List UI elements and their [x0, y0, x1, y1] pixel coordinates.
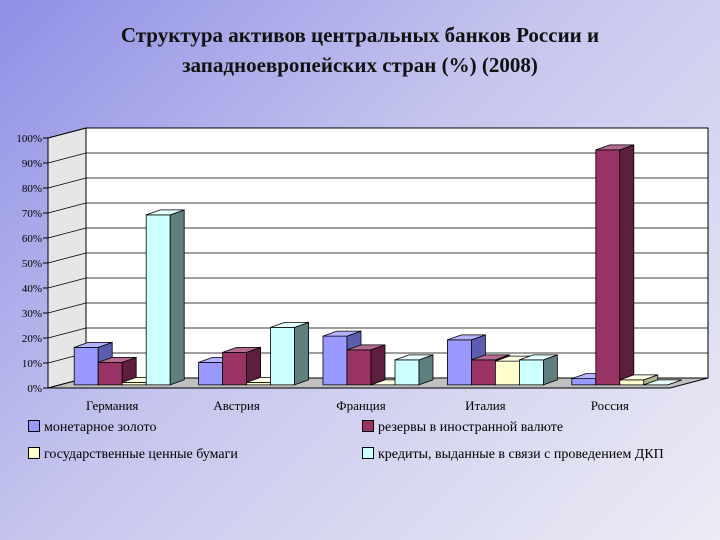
- y-tick-label: 100%: [16, 133, 42, 145]
- slide-title-line-2: западноевропейских стран (%) (2008): [182, 53, 538, 77]
- legend-swatch-credits: [362, 447, 374, 460]
- y-tick-label: 10%: [22, 358, 42, 370]
- y-tick-label: 50%: [22, 258, 42, 270]
- gridline: [47, 202, 708, 214]
- legend-swatch-reserves: [362, 420, 374, 433]
- bar-side: [294, 321, 310, 386]
- bar-top: [643, 379, 682, 386]
- legend-item-credits: кредиты, выданные в связи с проведением …: [362, 447, 664, 463]
- bar-side: [169, 209, 185, 386]
- gridline: [47, 177, 708, 189]
- legend-label-reserves: резервы в иностранной валюте: [378, 420, 564, 435]
- bar-top: [471, 354, 510, 361]
- bar-top: [346, 344, 386, 351]
- bar-front: [198, 361, 224, 386]
- bar-front: [494, 360, 520, 386]
- legend-swatch-bonds: [28, 447, 40, 460]
- bar-top: [519, 354, 558, 361]
- legend-label-credits: кредиты, выданные в связи с проведением …: [378, 447, 664, 462]
- gridline: [47, 227, 708, 239]
- bar-front: [346, 349, 372, 386]
- bar-top: [270, 321, 309, 328]
- legend-swatch-gold: [28, 420, 40, 433]
- bar-chart: 0% 10% 20% 30% 40% 50% 60% 70% 80% 90% 100% Германи…: [16, 127, 709, 413]
- bar-front: [97, 361, 123, 386]
- y-tick-label: 90%: [22, 158, 42, 170]
- x-tick-label: Германия: [86, 398, 138, 413]
- legend-item-bonds: государственные ценные бумаги: [28, 447, 238, 463]
- x-tick-label: Италия: [465, 398, 506, 413]
- bar-front: [394, 359, 420, 386]
- legend-item-gold: монетарное золото: [28, 420, 156, 436]
- bar-front: [322, 335, 348, 386]
- y-tick-label: 70%: [22, 208, 42, 220]
- bar-front: [571, 378, 597, 386]
- x-tick-label: Россия: [591, 398, 629, 413]
- bar-top: [222, 346, 261, 353]
- x-tick-label: Франция: [336, 398, 385, 413]
- bar-top: [447, 334, 486, 341]
- bar-top: [98, 356, 137, 363]
- legend-item-reserves: резервы в иностранной валюте: [362, 420, 563, 436]
- bar-side: [370, 344, 386, 386]
- gridline: [47, 277, 708, 289]
- bar-top: [322, 330, 362, 337]
- bar-front: [519, 359, 544, 386]
- gridline: [47, 127, 708, 139]
- y-tick-label: 20%: [22, 333, 42, 345]
- x-tick-label: Австрия: [213, 398, 260, 413]
- gridline: [47, 327, 708, 339]
- slide-title: Структура активов центральных банков Рос…: [0, 20, 720, 80]
- bar-side: [619, 144, 635, 386]
- bar-front: [145, 214, 171, 386]
- bar-front: [595, 149, 621, 386]
- y-tick-label: 40%: [22, 283, 42, 295]
- gridline: [47, 302, 708, 314]
- y-tick-label: 60%: [22, 233, 42, 245]
- bar-front: [470, 359, 496, 386]
- bar-front: [446, 339, 472, 386]
- legend-label-gold: монетарное золото: [44, 420, 157, 435]
- y-tick-label: 0%: [27, 383, 42, 395]
- legend-label-bonds: государственные ценные бумаги: [44, 447, 238, 462]
- bar-front: [619, 379, 645, 386]
- slide-title-line-1: Структура активов центральных банков Рос…: [120, 23, 600, 47]
- bar-front: [270, 326, 296, 386]
- gridline: [47, 152, 708, 164]
- bar-top: [394, 354, 434, 361]
- y-tick-label: 30%: [22, 308, 42, 320]
- bar-top: [74, 341, 113, 348]
- bar-front: [222, 351, 248, 386]
- bar-front: [73, 346, 99, 386]
- bar-top: [619, 374, 658, 381]
- gridline: [47, 252, 708, 264]
- y-tick-label: 80%: [22, 183, 42, 195]
- bar-top: [595, 144, 634, 151]
- bar-top: [146, 209, 185, 216]
